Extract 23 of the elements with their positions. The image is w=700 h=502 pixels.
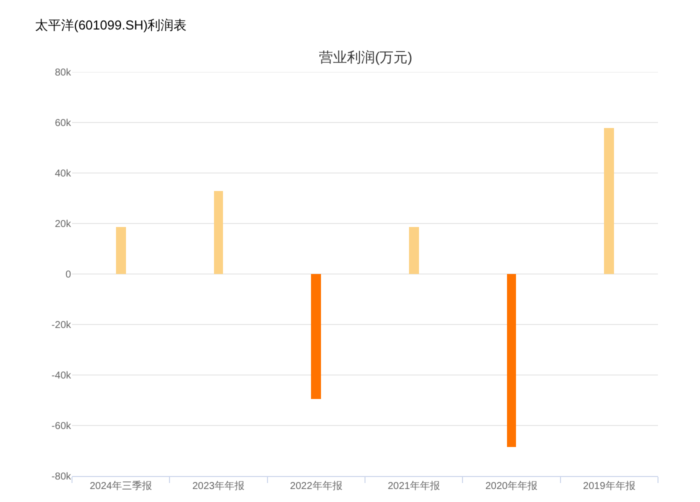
y-tick-label: 40k <box>54 168 72 180</box>
bar <box>409 227 419 274</box>
x-tick-label: 2024年三季报 <box>90 480 152 492</box>
bar <box>507 274 516 447</box>
x-tick-label: 2020年年报 <box>485 480 538 492</box>
y-tick-label: -80k <box>52 472 72 482</box>
y-tick-label: -40k <box>52 370 72 382</box>
y-tick-label: 0 <box>65 270 72 280</box>
bar <box>311 274 321 399</box>
x-tick-label: 2019年年报 <box>583 480 636 492</box>
y-tick-label: 60k <box>54 118 72 129</box>
y-tick-label: -60k <box>52 421 72 432</box>
chart-subtitle: 营业利润(万元) <box>319 49 412 65</box>
y-tick-label: 20k <box>54 219 72 230</box>
x-tick-label: 2021年年报 <box>388 480 440 492</box>
x-tick-label: 2023年年报 <box>192 480 245 492</box>
y-tick-label: -20k <box>52 320 72 331</box>
bar <box>116 227 126 274</box>
chart-title: 太平洋(601099.SH)利润表 <box>35 18 187 33</box>
bar <box>604 128 614 274</box>
x-tick-label: 2022年年报 <box>290 480 342 492</box>
bar <box>214 191 223 274</box>
y-tick-label: 80k <box>54 68 72 78</box>
